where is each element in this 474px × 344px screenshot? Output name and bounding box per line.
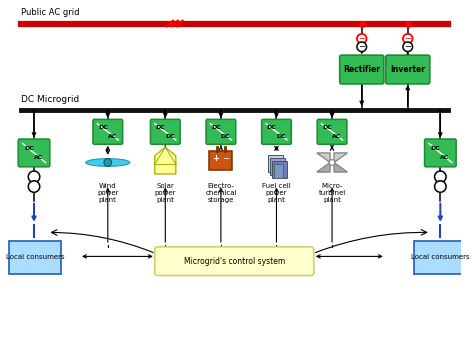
FancyBboxPatch shape — [155, 247, 314, 276]
Circle shape — [28, 171, 40, 183]
Text: −: − — [358, 42, 365, 51]
Text: Solar
power
plant: Solar power plant — [155, 183, 176, 203]
Polygon shape — [334, 153, 347, 162]
Text: Local consumers: Local consumers — [6, 254, 64, 260]
Text: −: − — [222, 154, 229, 163]
FancyBboxPatch shape — [386, 55, 430, 84]
Text: DC: DC — [24, 146, 34, 151]
Circle shape — [28, 181, 40, 192]
Polygon shape — [317, 153, 330, 162]
Text: AC: AC — [34, 155, 44, 160]
Text: AC: AC — [332, 134, 342, 139]
FancyBboxPatch shape — [18, 139, 50, 167]
Text: DC Microgrid: DC Microgrid — [20, 95, 79, 104]
FancyBboxPatch shape — [268, 155, 283, 172]
Text: Public AC grid: Public AC grid — [20, 8, 79, 17]
Text: DC: DC — [267, 125, 276, 130]
Text: Wind
power
plant: Wind power plant — [97, 183, 118, 203]
Circle shape — [357, 42, 366, 52]
FancyBboxPatch shape — [270, 158, 285, 175]
Text: −: − — [404, 42, 411, 51]
Text: AC: AC — [440, 155, 450, 160]
Circle shape — [403, 34, 412, 43]
Circle shape — [329, 160, 335, 165]
FancyBboxPatch shape — [273, 164, 283, 178]
Polygon shape — [155, 147, 176, 174]
Text: DC: DC — [165, 134, 175, 139]
Text: Microgrid's control system: Microgrid's control system — [184, 257, 285, 266]
FancyBboxPatch shape — [317, 119, 347, 144]
Text: Inverter: Inverter — [390, 65, 425, 74]
FancyBboxPatch shape — [206, 119, 236, 144]
FancyBboxPatch shape — [9, 241, 61, 274]
Text: Electro-
chemical
storage: Electro- chemical storage — [205, 183, 237, 203]
FancyBboxPatch shape — [93, 119, 123, 144]
Text: −: − — [404, 34, 411, 43]
Circle shape — [357, 34, 366, 43]
Circle shape — [403, 42, 412, 52]
FancyBboxPatch shape — [150, 119, 180, 144]
Text: Fuel cell
power
plant: Fuel cell power plant — [262, 183, 291, 203]
Text: DC: DC — [155, 125, 165, 130]
FancyBboxPatch shape — [414, 241, 466, 274]
Text: DC: DC — [276, 134, 286, 139]
Circle shape — [435, 181, 446, 192]
Text: Rectifier: Rectifier — [343, 65, 380, 74]
Text: Local consumers: Local consumers — [411, 254, 470, 260]
Text: DC: DC — [211, 125, 221, 130]
FancyBboxPatch shape — [262, 119, 292, 144]
Text: DC: DC — [98, 125, 108, 130]
Text: AC: AC — [108, 134, 117, 139]
FancyBboxPatch shape — [272, 161, 287, 178]
Text: DC: DC — [322, 125, 332, 130]
Circle shape — [104, 159, 112, 166]
FancyBboxPatch shape — [210, 151, 232, 170]
Circle shape — [435, 171, 446, 183]
Text: −: − — [358, 34, 365, 43]
Text: DC: DC — [431, 146, 440, 151]
Polygon shape — [334, 162, 347, 172]
FancyBboxPatch shape — [340, 55, 384, 84]
Text: +: + — [213, 154, 219, 163]
Ellipse shape — [86, 159, 130, 166]
Polygon shape — [317, 162, 330, 172]
Text: DC: DC — [221, 134, 230, 139]
FancyBboxPatch shape — [425, 139, 456, 167]
Text: Micro-
turbinel
plant: Micro- turbinel plant — [319, 183, 346, 203]
